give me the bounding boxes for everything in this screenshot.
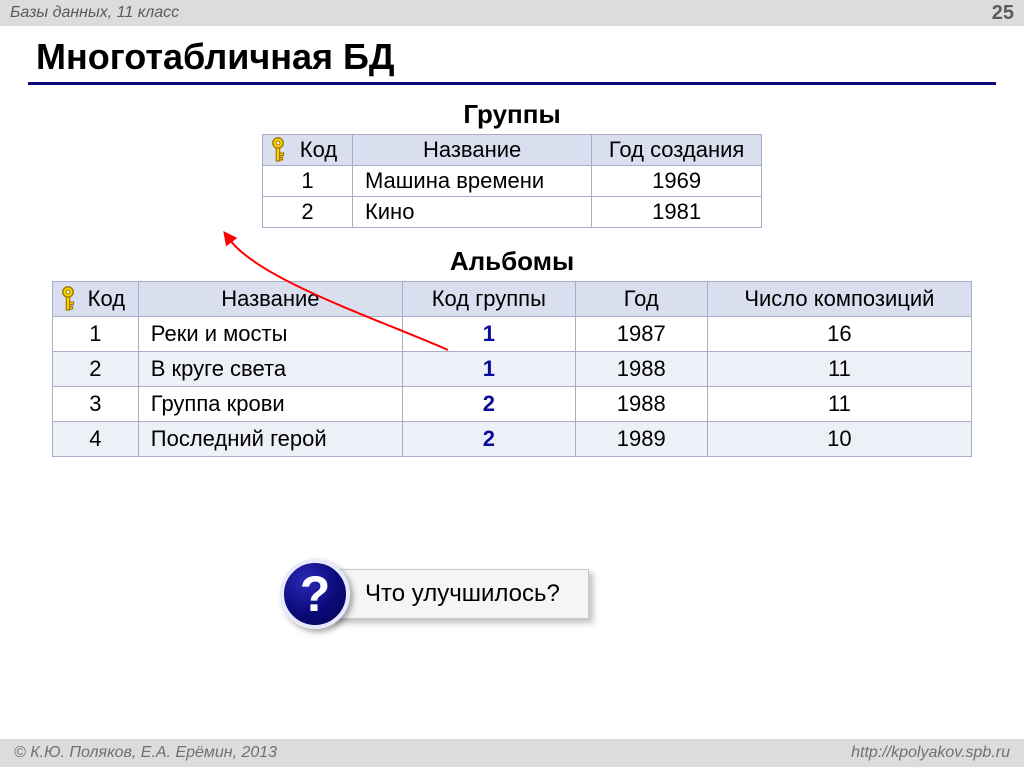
albums-col-group: Код группы bbox=[402, 282, 575, 317]
question-text: Что улучшилось? bbox=[328, 569, 589, 619]
albums-col-year: Год bbox=[575, 282, 707, 317]
question-callout: ? Что улучшилось? bbox=[280, 559, 589, 629]
groups-col-code: Код bbox=[263, 135, 353, 166]
title-rule bbox=[28, 82, 996, 85]
slide-header: Базы данных, 11 класс 25 bbox=[0, 0, 1024, 26]
groups-table: Код Название Год создания 1 Машина време… bbox=[262, 134, 762, 228]
albums-col-code: Код bbox=[53, 282, 139, 317]
key-icon bbox=[57, 285, 79, 313]
groups-header-row: Код Название Год создания bbox=[263, 135, 762, 166]
table-row: 1 Реки и мосты 1 1987 16 bbox=[53, 317, 972, 352]
slide-title: Многотабличная БД bbox=[36, 36, 1024, 78]
albums-col-tracks: Число композиций bbox=[707, 282, 971, 317]
table-row: 1 Машина времени 1969 bbox=[263, 166, 762, 197]
question-mark-icon: ? bbox=[280, 559, 350, 629]
albums-caption: Альбомы bbox=[0, 246, 1024, 277]
albums-table: Код Название Код группы Год Число композ… bbox=[52, 281, 972, 457]
groups-col-name: Название bbox=[352, 135, 591, 166]
groups-col-year: Год создания bbox=[592, 135, 762, 166]
page-number: 25 bbox=[992, 2, 1014, 25]
footer-url: http://kpolyakov.spb.ru bbox=[851, 744, 1010, 762]
slide-footer: © К.Ю. Поляков, Е.А. Ерёмин, 2013 http:/… bbox=[0, 739, 1024, 767]
table-row: 3 Группа крови 2 1988 11 bbox=[53, 387, 972, 422]
copyright-text: © К.Ю. Поляков, Е.А. Ерёмин, 2013 bbox=[14, 744, 277, 762]
albums-header-row: Код Название Код группы Год Число композ… bbox=[53, 282, 972, 317]
slide-content: Многотабличная БД Группы Код Название Го… bbox=[0, 26, 1024, 457]
subject-label: Базы данных, 11 класс bbox=[10, 4, 179, 22]
table-row: 4 Последний герой 2 1989 10 bbox=[53, 422, 972, 457]
key-icon bbox=[267, 136, 289, 164]
table-row: 2 Кино 1981 bbox=[263, 197, 762, 228]
table-row: 2 В круге света 1 1988 11 bbox=[53, 352, 972, 387]
groups-caption: Группы bbox=[0, 99, 1024, 130]
albums-col-name: Название bbox=[138, 282, 402, 317]
